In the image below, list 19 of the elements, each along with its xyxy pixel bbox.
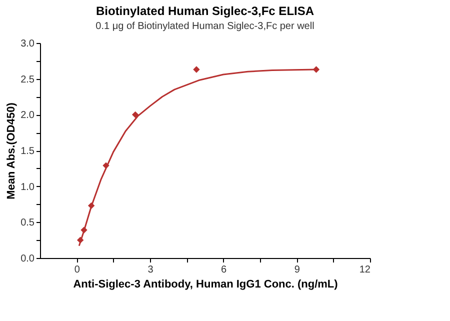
y-tick-label: 1.5	[20, 146, 35, 157]
point	[312, 66, 320, 73]
y-tick-label: 3.0	[20, 38, 35, 50]
x-tick-label: 6	[221, 264, 228, 276]
x-tick-label: 0	[74, 264, 80, 276]
y-tick-label: 0.0	[20, 254, 35, 264]
x-tick-label: 12	[359, 264, 371, 276]
y-tick-label: 2.5	[20, 74, 35, 86]
x-axis-title: Anti-Siglec-3 Antibody, Human IgG1 Conc. (ng/mL)	[73, 278, 338, 290]
y-tick-label: 2.0	[20, 110, 35, 122]
x-tick-label: 9	[294, 264, 300, 276]
point	[132, 111, 139, 118]
x-tick-label: 3	[148, 264, 154, 276]
y-axis-title: Mean Abs.(OD450)	[6, 102, 18, 200]
chart-subtitle: 0.1 μg of Biotinylated Human Siglec-3,Fc per well	[96, 21, 314, 32]
y-tick-label: 0.5	[20, 218, 35, 229]
point	[193, 66, 200, 73]
chart-title: Biotinylated Human Siglec-3,Fc ELISA	[96, 4, 314, 18]
y-tick-label: 1.0	[20, 182, 35, 193]
